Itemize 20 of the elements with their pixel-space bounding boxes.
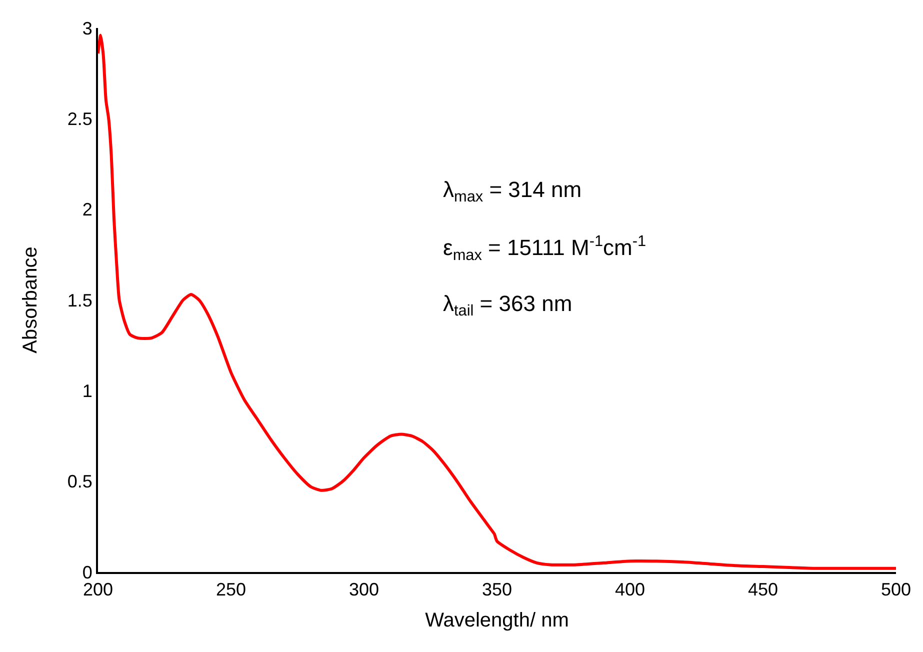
x-tick-label: 250: [216, 580, 246, 600]
x-axis-title: Wavelength/ nm: [425, 610, 569, 632]
x-tick-label: 400: [614, 580, 646, 600]
x-tick-label: 500: [880, 580, 912, 600]
x-tick-label: 300: [348, 580, 380, 600]
y-tick-label: 2: [82, 200, 92, 220]
x-tick-label: 450: [748, 580, 778, 600]
x-tick-label: 200: [82, 580, 114, 600]
line-series: [98, 34, 896, 570]
x-tick-label: 350: [482, 580, 512, 600]
y-tick-label: 3: [82, 18, 92, 38]
y-tick-label: 0: [82, 562, 92, 582]
y-axis-title: Absorbance: [19, 246, 42, 354]
y-tick-label: 1: [82, 380, 92, 401]
annotation: ε$_{max}$ = 15111 M$^{-1}$cm$^{-1}$: [443, 233, 646, 264]
annotation: λ$_{tail}$ = 363 nm: [443, 291, 572, 320]
y-tick-label: 0.5: [67, 472, 92, 492]
annotation: λ$_{max}$ = 314 nm: [443, 177, 582, 206]
y-tick-label: 1.5: [67, 290, 92, 310]
y-tick-label: 2.5: [67, 108, 92, 129]
